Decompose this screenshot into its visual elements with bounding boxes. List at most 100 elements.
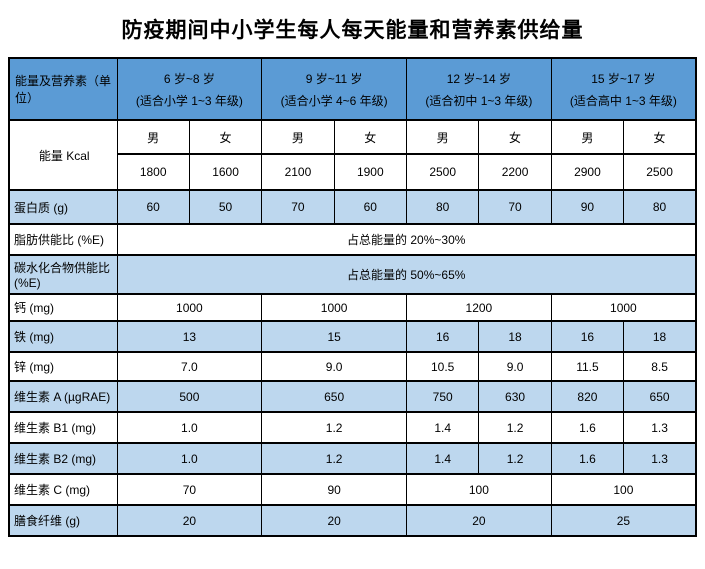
zinc-value-cell: 11.5	[550, 351, 625, 382]
protein-value-cell: 50	[188, 189, 263, 225]
gender-row: 能量 Kcal 男 女 男 女 男 女 男 女	[8, 119, 697, 191]
vitamin-b2-value-cell: 1.2	[261, 442, 407, 475]
zinc-value-cell: 9.0	[478, 351, 552, 382]
nutrition-table: 能量及营养素（单位） 6 岁~8 岁 (适合小学 1~3 年级) 9 岁~11 …	[8, 57, 697, 537]
gender-header: 男	[261, 119, 335, 155]
vitamin-b1-row: 维生素 B1 (mg) 1.0 1.2 1.4 1.2 1.6 1.3	[8, 411, 697, 444]
zinc-row: 锌 (mg) 7.0 9.0 10.5 9.0 11.5 8.5	[8, 351, 697, 382]
protein-value-cell: 70	[478, 189, 552, 225]
vitamin-b1-value-cell: 1.2	[478, 411, 552, 444]
calcium-value-cell: 1000	[261, 293, 407, 322]
vitamin-c-value-cell: 100	[406, 473, 552, 506]
row-label-vitamin-a: 维生素 A (µgRAE)	[8, 380, 118, 413]
row-label-protein: 蛋白质 (g)	[8, 189, 118, 225]
vitamin-b2-value-cell: 1.2	[478, 442, 552, 475]
vitamin-a-value-cell: 650	[261, 380, 407, 413]
gender-header: 男	[405, 119, 480, 155]
gender-header: 男	[116, 119, 190, 155]
row-label-fat: 脂肪供能比 (%E)	[8, 223, 118, 256]
row-label-vitamin-c: 维生素 C (mg)	[8, 473, 118, 506]
vitamin-b2-value-cell: 1.3	[623, 442, 697, 475]
row-label-vitamin-b2: 维生素 B2 (mg)	[8, 442, 118, 475]
energy-value-cell: 2500	[623, 153, 697, 191]
row-label-zinc: 锌 (mg)	[8, 351, 118, 382]
gender-header: 男	[550, 119, 625, 155]
zinc-value-cell: 10.5	[405, 351, 480, 382]
fiber-value-cell: 20	[261, 504, 407, 537]
carb-value-cell: 占总能量的 50%~65%	[116, 254, 697, 295]
fiber-value-cell: 25	[550, 504, 697, 537]
fiber-row: 膳食纤维 (g) 20 20 20 25	[8, 504, 697, 537]
row-label-carb: 碳水化合物供能比 (%E)	[8, 254, 118, 295]
vitamin-a-value-cell: 500	[116, 380, 263, 413]
vitamin-b2-value-cell: 1.0	[116, 442, 263, 475]
fiber-value-cell: 20	[406, 504, 552, 537]
age-note: (适合初中 1~3 年级)	[425, 93, 533, 108]
vitamin-a-value-cell: 630	[478, 380, 552, 413]
energy-value-cell: 2900	[550, 153, 625, 191]
zinc-value-cell: 8.5	[623, 351, 697, 382]
vitamin-a-value-cell: 820	[550, 380, 625, 413]
vitamin-b1-value-cell: 1.3	[623, 411, 697, 444]
gender-header: 女	[333, 119, 408, 155]
vitamin-b1-value-cell: 1.4	[405, 411, 480, 444]
energy-value-cell: 1900	[333, 153, 408, 191]
protein-value-cell: 60	[116, 189, 190, 225]
iron-row: 铁 (mg) 13 15 16 18 16 18	[8, 320, 697, 353]
energy-value-cell: 1800	[116, 153, 190, 191]
energy-value-cell: 2200	[478, 153, 552, 191]
vitamin-b2-value-cell: 1.4	[405, 442, 480, 475]
calcium-value-cell: 1000	[550, 293, 697, 322]
calcium-value-cell: 1200	[406, 293, 552, 322]
protein-value-cell: 60	[333, 189, 408, 225]
age-group-header-12-14: 12 岁~14 岁 (适合初中 1~3 年级)	[406, 57, 552, 121]
protein-value-cell: 80	[405, 189, 480, 225]
header-row: 能量及营养素（单位） 6 岁~8 岁 (适合小学 1~3 年级) 9 岁~11 …	[8, 57, 697, 121]
calcium-value-cell: 1000	[116, 293, 263, 322]
gender-header: 女	[623, 119, 697, 155]
age-range: 15 岁~17 岁	[591, 71, 656, 86]
vitamin-c-row: 维生素 C (mg) 70 90 100 100	[8, 473, 697, 506]
row-label-fiber: 膳食纤维 (g)	[8, 504, 118, 537]
calcium-row: 钙 (mg) 1000 1000 1200 1000	[8, 293, 697, 322]
age-group-header-15-17: 15 岁~17 岁 (适合高中 1~3 年级)	[550, 57, 697, 121]
vitamin-c-value-cell: 90	[261, 473, 407, 506]
protein-row: 蛋白质 (g) 60 50 70 60 80 70 90 80	[8, 189, 697, 225]
gender-header: 女	[478, 119, 552, 155]
fiber-value-cell: 20	[116, 504, 263, 537]
corner-header: 能量及营养素（单位）	[8, 57, 118, 121]
vitamin-c-value-cell: 70	[116, 473, 263, 506]
row-label-calcium: 钙 (mg)	[8, 293, 118, 322]
vitamin-b1-value-cell: 1.0	[116, 411, 263, 444]
zinc-value-cell: 7.0	[116, 351, 263, 382]
iron-value-cell: 16	[550, 320, 625, 353]
vitamin-b2-row: 维生素 B2 (mg) 1.0 1.2 1.4 1.2 1.6 1.3	[8, 442, 697, 475]
age-note: (适合小学 4~6 年级)	[280, 93, 388, 108]
vitamin-b1-value-cell: 1.2	[261, 411, 407, 444]
fat-row: 脂肪供能比 (%E) 占总能量的 20%~30%	[8, 223, 697, 256]
iron-value-cell: 13	[116, 320, 263, 353]
energy-values-row: 1800 1600 2100 1900 2500 2200 2900 2500	[9, 153, 697, 191]
age-range: 9 岁~11 岁	[305, 71, 363, 86]
vitamin-b2-value-cell: 1.6	[550, 442, 625, 475]
vitamin-a-value-cell: 750	[405, 380, 480, 413]
gender-header: 女	[188, 119, 263, 155]
age-group-header-9-11: 9 岁~11 岁 (适合小学 4~6 年级)	[261, 57, 407, 121]
age-range: 6 岁~8 岁	[163, 71, 215, 86]
protein-value-cell: 90	[550, 189, 625, 225]
page-title: 防疫期间中小学生每人每天能量和营养素供给量	[121, 19, 584, 42]
row-label-vitamin-b1: 维生素 B1 (mg)	[8, 411, 118, 444]
iron-value-cell: 15	[261, 320, 407, 353]
iron-value-cell: 18	[623, 320, 697, 353]
iron-value-cell: 16	[405, 320, 480, 353]
energy-value-cell: 2100	[261, 153, 335, 191]
vitamin-a-row: 维生素 A (µgRAE) 500 650 750 630 820 650	[8, 380, 697, 413]
carb-row: 碳水化合物供能比 (%E) 占总能量的 50%~65%	[8, 254, 697, 295]
age-note: (适合高中 1~3 年级)	[569, 93, 677, 108]
zinc-value-cell: 9.0	[261, 351, 407, 382]
vitamin-c-value-cell: 100	[550, 473, 697, 506]
energy-value-cell: 1600	[188, 153, 263, 191]
fat-value-cell: 占总能量的 20%~30%	[116, 223, 697, 256]
age-note: (适合小学 1~3 年级)	[135, 93, 243, 108]
